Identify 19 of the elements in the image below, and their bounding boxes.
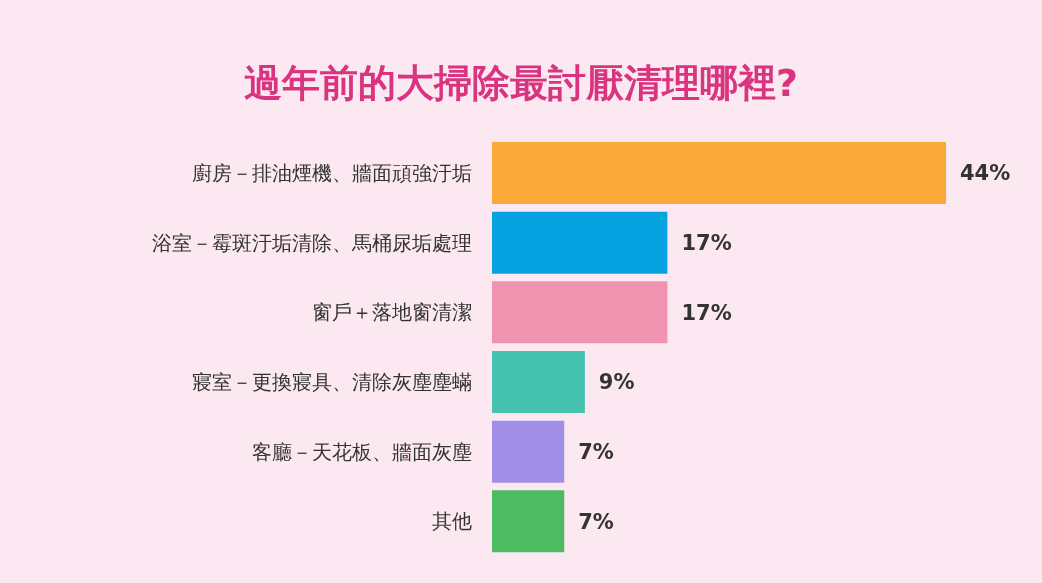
bar <box>492 142 946 204</box>
y-tick-label: 寢室－更換寢具、清除灰塵塵蟎 <box>192 369 472 394</box>
data-label: 7% <box>578 440 614 465</box>
bar <box>492 281 668 344</box>
data-label: 7% <box>578 509 614 534</box>
data-label: 17% <box>681 231 732 256</box>
data-label: 17% <box>681 300 732 325</box>
chart-title: 過年前的大掃除最討厭清理哪裡? <box>242 60 799 107</box>
bar <box>492 490 565 553</box>
bar <box>492 351 585 413</box>
y-tick-label: 其他 <box>432 509 472 534</box>
y-tick-label: 窗戶＋落地窗清潔 <box>312 300 472 325</box>
data-label: 9% <box>598 370 635 395</box>
bar <box>492 211 668 274</box>
y-tick-label: 廚房－排油煙機、牆面頑強汙垢 <box>192 160 472 185</box>
y-tick-label: 客廳－天花板、牆面灰塵 <box>252 439 472 464</box>
y-tick-label: 浴室－霉斑汙垢清除、馬桶尿垢處理 <box>152 230 472 255</box>
data-label: 44% <box>960 161 1011 186</box>
bar <box>492 420 565 483</box>
